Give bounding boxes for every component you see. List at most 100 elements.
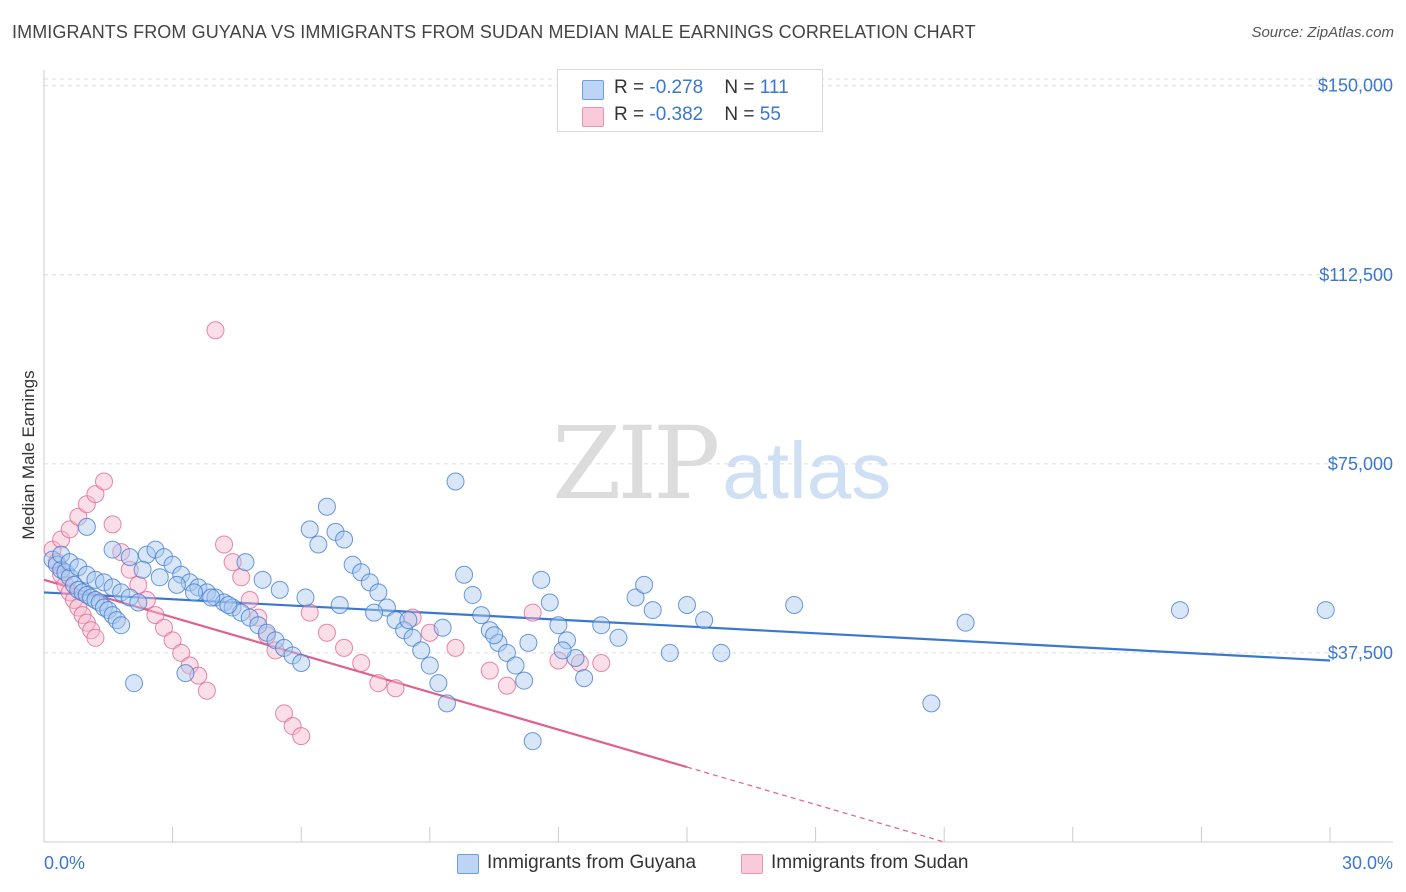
point-guyana-46 [300,520,319,539]
y-tick-label-2: $112,500 [1319,265,1393,285]
point-guyana-26 [129,593,148,612]
point-guyana-79 [592,616,611,635]
legend-n-value-sudan: 55 [759,104,781,125]
point-guyana-100 [330,596,349,615]
source-credit: Source: ZipAtlas.com [1251,24,1394,41]
point-guyana-83 [660,643,679,662]
point-guyana-71 [515,671,534,690]
point-sudan-32 [232,568,251,587]
legend-swatch-sudan [582,107,604,127]
point-guyana-60 [420,656,439,675]
point-guyana-47 [309,535,328,554]
point-sudan-33 [240,590,259,609]
point-sudan-29 [206,321,225,340]
point-sudan-31 [223,553,242,572]
data-points [43,321,1335,751]
point-guyana-91 [150,568,169,587]
point-guyana-50 [335,530,354,549]
point-sudan-15 [86,485,105,504]
point-guyana-48 [317,497,336,516]
point-guyana-111 [1170,601,1189,620]
point-guyana-90 [133,560,152,579]
x-tick-label-1: 30.0% [1342,853,1393,873]
point-guyana-24 [112,583,131,602]
point-guyana-74 [540,593,559,612]
legend-r-value-sudan: -0.382 [649,104,704,125]
legend-n-value-guyana: 111 [759,77,789,98]
point-sudan-17 [103,515,122,534]
point-guyana-99 [296,588,315,607]
point-sudan-25 [172,643,191,662]
point-sudan-45 [386,679,405,698]
trend-line-solid-0 [43,591,1331,662]
y-tick-label-3: $150,000 [1318,76,1393,96]
point-guyana-101 [365,603,384,622]
bottom-legend-label-guyana: Immigrants from Guyana [487,852,697,873]
point-guyana-113 [125,674,144,693]
point-sudan-10 [86,628,105,647]
point-sudan-20 [129,575,148,594]
point-guyana-72 [523,732,542,751]
correlation-legend: R = -0.278 N = 111 R = -0.382 N = 55 [557,69,823,132]
point-guyana-97 [253,570,272,589]
legend-n-label-guyana: N = [724,77,760,98]
legend-r-value-guyana: -0.278 [649,77,704,98]
point-sudan-23 [155,618,174,637]
point-guyana-80 [609,628,628,647]
point-guyana-65 [463,585,482,604]
point-guyana-73 [532,570,551,589]
point-guyana-94 [202,588,221,607]
point-guyana-23 [103,578,122,597]
point-sudan-16 [95,472,114,491]
point-guyana-88 [103,540,122,559]
point-guyana-81 [626,588,645,607]
point-guyana-103 [433,618,452,637]
watermark-atlas: atlas [722,426,892,515]
point-guyana-25 [120,588,139,607]
point-guyana-76 [557,631,576,650]
point-sudan-28 [197,681,216,700]
point-guyana-93 [185,583,204,602]
point-guyana-70 [506,656,525,675]
point-guyana-104 [485,626,504,645]
point-sudan-43 [352,654,371,673]
point-guyana-114 [176,664,195,683]
point-guyana-110 [922,694,941,713]
point-guyana-96 [236,553,255,572]
point-guyana-78 [575,669,594,688]
x-tick-label-0: 0.0% [44,853,85,873]
point-guyana-85 [695,611,714,630]
point-guyana-92 [167,575,186,594]
point-guyana-105 [519,633,538,652]
point-sudan-51 [523,603,542,622]
point-guyana-59 [412,641,431,660]
point-guyana-98 [270,580,289,599]
point-guyana-66 [472,606,491,625]
legend-text-sudan: R = -0.382 N = 55 [614,104,781,126]
point-guyana-64 [455,565,474,584]
legend-r-label-sudan: R = [614,104,650,125]
point-sudan-37 [275,704,294,723]
point-guyana-84 [678,596,696,615]
point-guyana-108 [785,596,804,615]
point-guyana-112 [1316,601,1335,620]
legend-n-label-sudan: N = [724,104,760,125]
point-sudan-42 [335,638,354,657]
trend-line-solid-1 [43,578,688,769]
point-sudan-39 [292,727,311,746]
point-guyana-45 [292,654,311,673]
point-sudan-49 [480,661,499,680]
point-sudan-40 [300,603,319,622]
point-sudan-22 [146,606,165,625]
point-guyana-89 [120,548,139,567]
chart-title: IMMIGRANTS FROM GUYANA VS IMMIGRANTS FRO… [12,22,976,42]
point-sudan-48 [446,638,465,657]
point-guyana-86 [712,643,731,662]
point-sudan-50 [497,676,516,695]
point-guyana-75 [549,616,568,635]
point-guyana-62 [437,694,456,713]
point-sudan-30 [215,535,234,554]
point-guyana-58 [403,628,422,647]
point-sudan-41 [317,623,336,642]
